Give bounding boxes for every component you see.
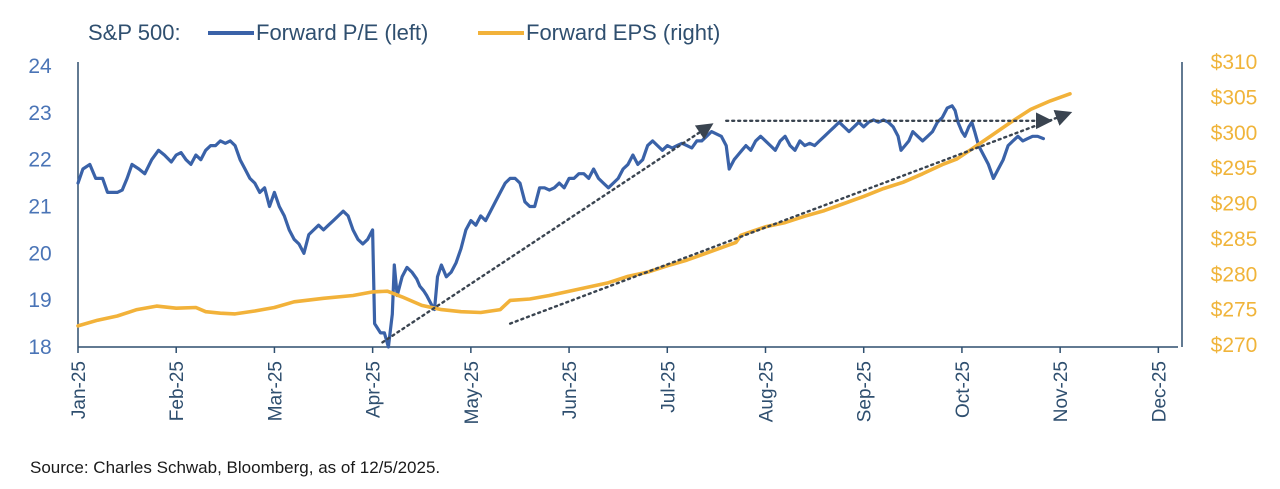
right-tick-label: $300 xyxy=(1211,122,1258,145)
x-tick-label: Jan-25 xyxy=(69,361,90,419)
series-line-forward-pe xyxy=(76,104,1045,349)
series-line-forward-eps xyxy=(76,92,1072,328)
x-tick-label: Oct-25 xyxy=(953,361,974,418)
trend-arrow-2 xyxy=(508,110,1073,325)
right-tick-label: $290 xyxy=(1211,193,1258,216)
x-tick-label: Feb-25 xyxy=(167,361,188,421)
legend-label-1: Forward EPS (right) xyxy=(526,20,720,45)
right-tick-label: $295 xyxy=(1211,157,1258,180)
x-tick-label: Aug-25 xyxy=(757,361,778,422)
right-axis: $270 $275 $280 $285 $290 $295 $300 $305 $310 xyxy=(1181,51,1258,357)
x-axis: Jan-25 Feb-25 Mar-25 Apr-25 May-25 Jun-25 Jul-… xyxy=(69,347,1170,424)
legend-title: S&P 500: xyxy=(88,20,181,45)
left-tick-label: 23 xyxy=(28,102,51,125)
right-tick-label: $285 xyxy=(1211,228,1258,251)
annotations xyxy=(381,110,1073,344)
left-tick-label: 18 xyxy=(28,336,51,359)
right-tick-label: $275 xyxy=(1211,299,1258,322)
left-tick-label: 21 xyxy=(28,196,51,219)
x-tick-label: Sep-25 xyxy=(855,361,876,422)
x-tick-label: May-25 xyxy=(462,361,483,424)
right-tick-label: $270 xyxy=(1211,334,1258,357)
x-tick-label: Dec-25 xyxy=(1149,361,1170,422)
right-tick-label: $280 xyxy=(1211,263,1258,286)
left-tick-label: 19 xyxy=(28,289,51,312)
x-tick-label: Jul-25 xyxy=(658,361,679,413)
left-tick-label: 22 xyxy=(28,149,51,172)
source-note: Source: Charles Schwab, Bloomberg, as of… xyxy=(30,458,441,477)
right-tick-label: $310 xyxy=(1211,51,1258,74)
legend: S&P 500: Forward P/E (left) Forward EPS (r… xyxy=(88,20,720,45)
x-tick-label: Mar-25 xyxy=(265,361,286,421)
x-tick-label: Nov-25 xyxy=(1051,361,1072,422)
right-tick-label: $305 xyxy=(1211,86,1258,109)
series-group xyxy=(76,92,1072,349)
left-tick-label: 24 xyxy=(28,55,52,78)
left-tick-label: 20 xyxy=(28,242,51,265)
trend-arrow-0 xyxy=(381,123,714,344)
left-axis: 18 19 20 21 22 23 24 xyxy=(28,55,1178,359)
legend-label-0: Forward P/E (left) xyxy=(256,20,428,45)
x-tick-label: Apr-25 xyxy=(364,361,385,418)
x-tick-label: Jun-25 xyxy=(560,361,581,419)
